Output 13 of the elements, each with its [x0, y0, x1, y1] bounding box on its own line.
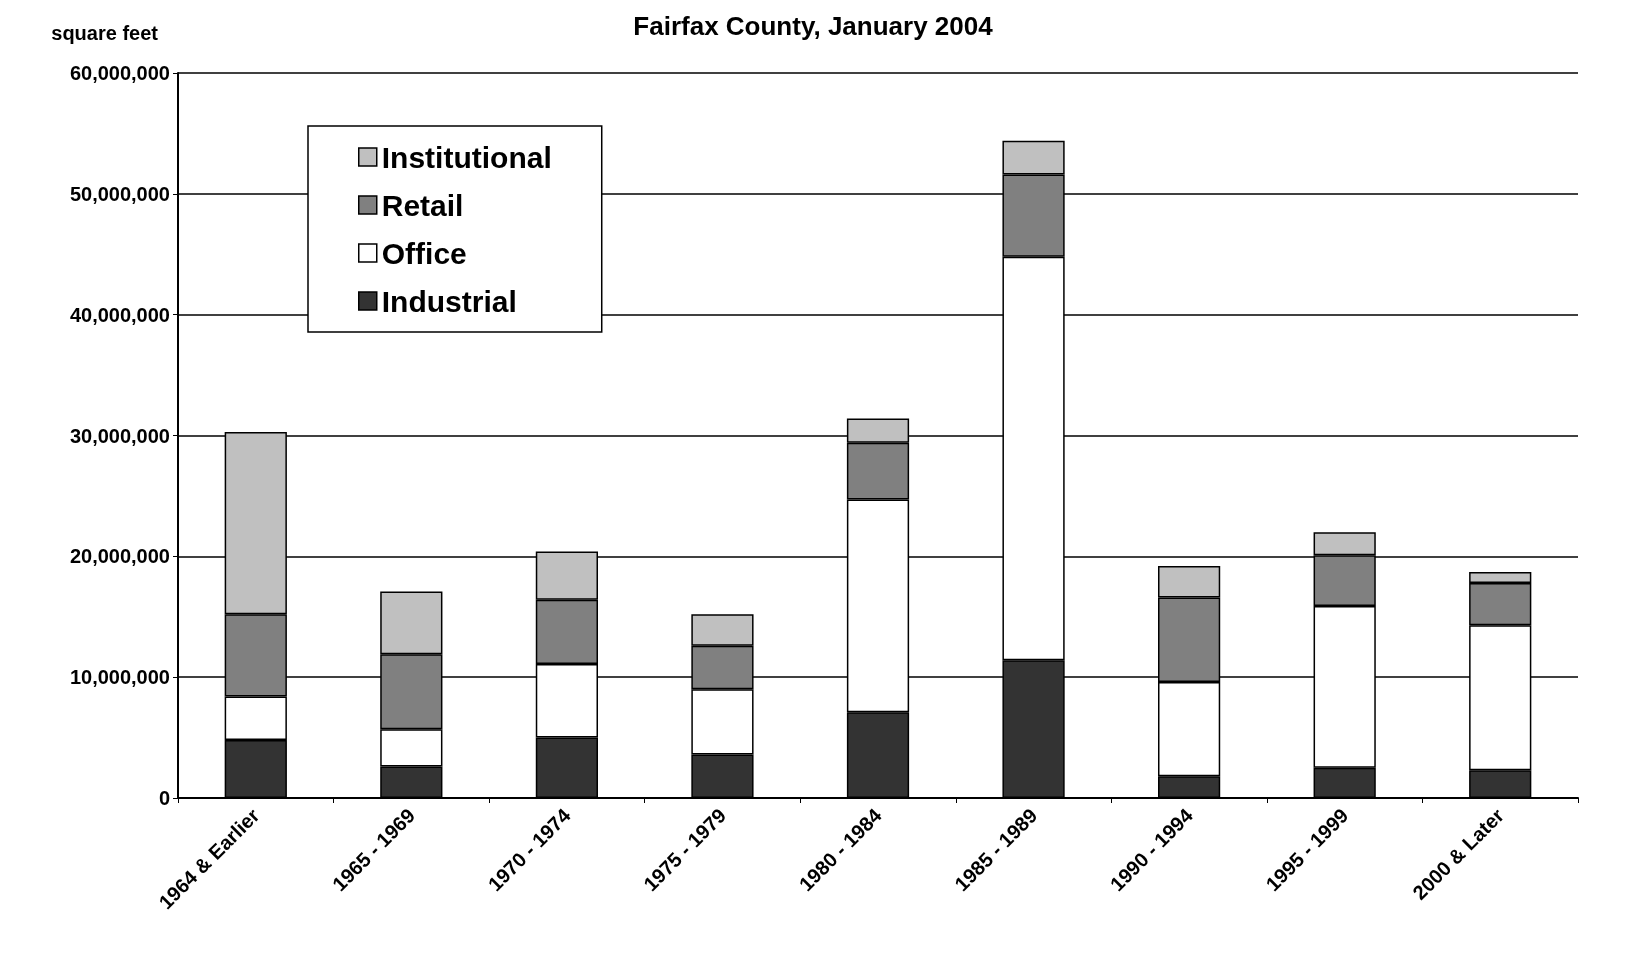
y-tick-label: 60,000,000	[69, 62, 170, 84]
y-tick-label: 20,000,000	[69, 545, 170, 568]
legend-label: Retail	[381, 188, 464, 222]
y-tick-label: 50,000,000	[69, 182, 170, 205]
legend-label: Institutional	[381, 140, 552, 174]
legend-label: Office	[381, 236, 467, 270]
y-tick-label: 30,000,000	[69, 424, 170, 447]
y-tick-label: 0	[158, 787, 170, 809]
chart-title: Fairfax County, January 2004	[633, 11, 994, 41]
y-tick-label: 40,000,000	[69, 303, 170, 326]
legend-label: Industrial	[381, 284, 517, 318]
y-axis-title: square feet	[51, 22, 159, 44]
y-tick-label: 10,000,000	[69, 666, 170, 689]
